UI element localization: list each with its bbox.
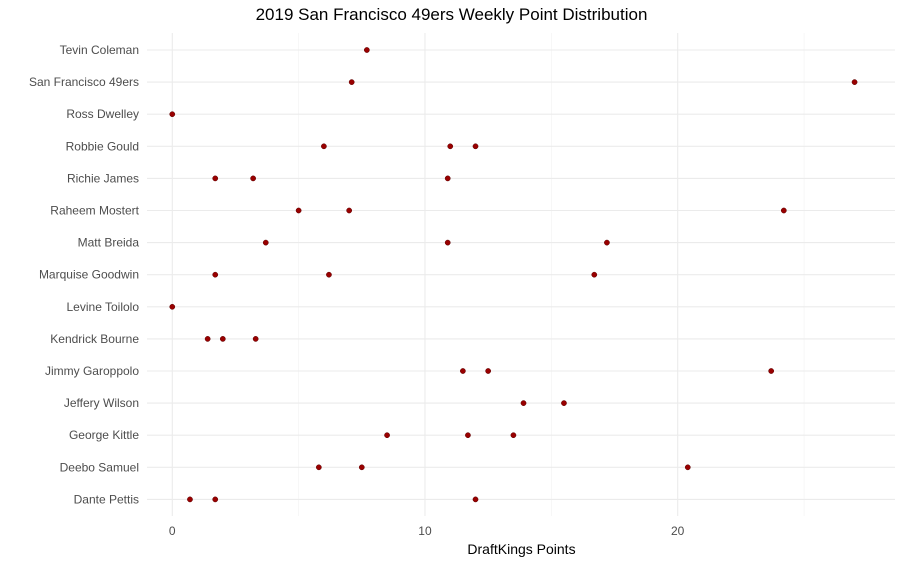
data-point	[768, 368, 775, 374]
data-point	[684, 464, 691, 471]
y-tick-label: Jimmy Garoppolo	[45, 364, 139, 378]
data-point	[262, 239, 269, 246]
x-tick-label: 10	[418, 524, 432, 538]
data-point	[472, 496, 479, 503]
data-points	[169, 47, 858, 503]
data-point	[591, 271, 598, 278]
data-point	[364, 47, 370, 53]
data-point	[187, 496, 193, 503]
data-point	[447, 143, 454, 150]
data-point	[250, 175, 256, 182]
data-point	[384, 432, 390, 439]
data-point	[604, 239, 610, 246]
data-point	[520, 400, 527, 406]
data-point	[321, 143, 327, 150]
y-tick-label: Ross Dwelley	[66, 107, 139, 121]
data-point	[315, 464, 322, 471]
y-tick-label: Richie James	[67, 171, 139, 185]
data-point	[219, 336, 226, 342]
y-axis-labels: Tevin Coleman San Francisco 49ers Ross Dwe…	[29, 43, 140, 506]
data-point	[851, 79, 858, 85]
y-tick-label: Levine Toilolo	[67, 300, 140, 314]
x-tick-label: 20	[671, 524, 685, 538]
y-tick-label: George Kittle	[69, 428, 139, 442]
y-tick-label: Tevin Coleman	[60, 43, 139, 57]
data-point	[348, 79, 355, 85]
x-axis-labels: 0 10 20	[169, 524, 685, 538]
data-point	[485, 368, 491, 374]
data-point	[326, 271, 332, 278]
data-point	[169, 111, 176, 118]
data-point	[460, 368, 466, 374]
data-point	[444, 239, 451, 246]
data-point	[204, 336, 211, 342]
data-point	[358, 464, 365, 471]
y-tick-label: Matt Breida	[78, 236, 140, 250]
data-point	[510, 432, 517, 439]
data-point	[169, 303, 176, 310]
data-point	[346, 207, 353, 214]
y-tick-label: Jeffery Wilson	[64, 396, 139, 410]
grid-lines	[147, 33, 895, 516]
y-tick-label: Deebo Samuel	[60, 460, 139, 474]
y-tick-label: Kendrick Bourne	[50, 332, 139, 346]
data-point	[472, 143, 479, 150]
y-tick-label: Marquise Goodwin	[39, 268, 139, 282]
data-point	[212, 175, 219, 182]
data-point	[780, 207, 787, 214]
y-tick-label: Dante Pettis	[74, 492, 139, 506]
x-axis-title: DraftKings Points	[467, 541, 576, 557]
data-point	[561, 400, 567, 406]
y-tick-label: Raheem Mostert	[50, 204, 139, 218]
y-tick-label: Robbie Gould	[66, 139, 139, 153]
x-tick-label: 0	[169, 524, 176, 538]
data-point	[252, 336, 259, 342]
data-point	[295, 207, 302, 214]
data-point	[212, 496, 219, 503]
y-tick-label: San Francisco 49ers	[29, 75, 139, 89]
data-point	[444, 175, 451, 182]
data-point	[465, 432, 471, 439]
data-point	[212, 271, 219, 278]
chart-title: 2019 San Francisco 49ers Weekly Point Di…	[255, 5, 648, 24]
